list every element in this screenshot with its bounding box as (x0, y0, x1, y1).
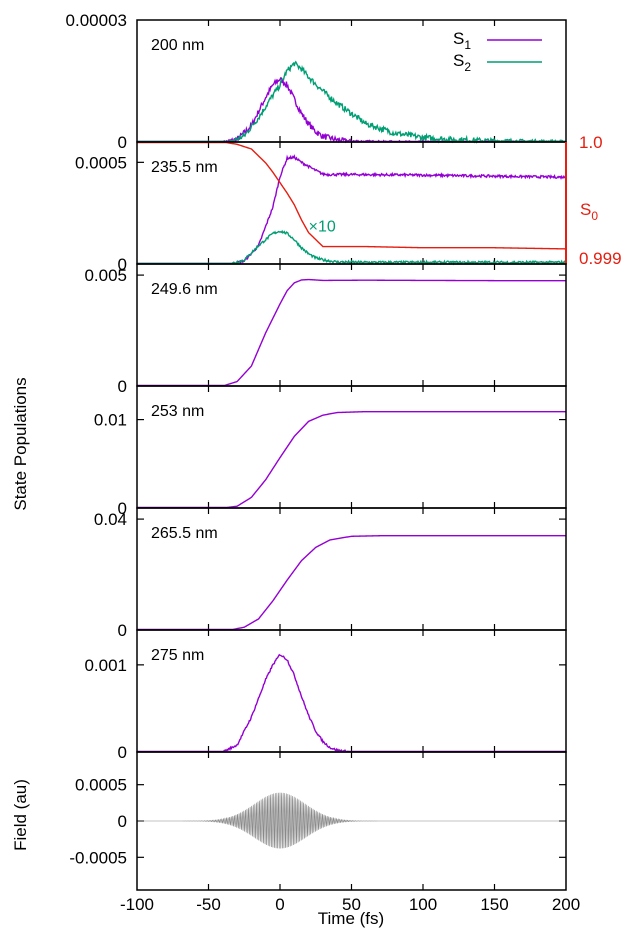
y-tick-label: -0.0005 (69, 848, 127, 867)
x-tick-label: 150 (480, 895, 508, 914)
panel-6: 0 0.001 275 nm (84, 629, 567, 762)
panel-label: 265.5 nm (151, 525, 218, 542)
series-s1 (137, 77, 567, 144)
x-axis-title: Time (fs) (318, 909, 384, 928)
y-tick-label: 0 (118, 743, 127, 762)
series-field (137, 792, 566, 849)
y-tick-label: 0.005 (84, 266, 127, 285)
panel-frame (136, 751, 567, 891)
x-tick-label: 200 (552, 895, 580, 914)
y2-axis-title: S0 (580, 200, 598, 223)
y-tick-label: 0.0005 (75, 776, 127, 795)
panel-label: 253 nm (151, 403, 204, 420)
y-tick-label: 0.0005 (75, 153, 127, 172)
panel-4: 0 0.01 253 nm (94, 385, 567, 518)
panel-label: 249.6 nm (151, 281, 218, 298)
y-tick-label: 0 (118, 255, 127, 274)
y-tick-label: 0.01 (94, 411, 127, 430)
series-s1 (137, 410, 566, 509)
y-axis-title: State Populations (11, 377, 30, 510)
legend-s2-label: S2 (453, 51, 471, 74)
series-s1 (137, 653, 566, 753)
x-tick-label: 100 (409, 895, 437, 914)
y-tick-label: 0 (118, 377, 127, 396)
series-s2 (137, 60, 567, 144)
x-axis: -100 -50 0 50 100 150 200 (120, 895, 580, 914)
y-tick-label: 0.00003 (66, 11, 127, 30)
y-tick-label: 0.04 (94, 510, 127, 529)
y2-tick-label: 0.999 (579, 249, 622, 268)
y-tick-label: 0 (118, 499, 127, 518)
x-tick-label: 50 (342, 895, 361, 914)
panel-label: 275 nm (151, 647, 204, 664)
field-axis-title: Field (au) (11, 779, 30, 851)
y-tick-label: 0 (118, 133, 127, 152)
y-tick-label: 0 (118, 621, 127, 640)
x-tick-label: 0 (275, 895, 284, 914)
panel-5: 0 0.04 265.5 nm (94, 507, 567, 640)
y-tick-label: 0 (118, 812, 127, 831)
panel-label: 200 nm (151, 37, 204, 54)
panel-7: 0.0005 0 -0.0005 (69, 751, 567, 891)
panel-3: 0 0.005 249.6 nm (84, 263, 567, 396)
panel-label: 235.5 nm (151, 159, 218, 176)
panel-1: 0 0.00003 200 nm (66, 11, 567, 152)
series-s1 (137, 535, 566, 631)
legend: S1 S2 (453, 29, 542, 74)
y2-tick-label: 1.0 (579, 133, 603, 152)
legend-s1-label: S1 (453, 29, 471, 52)
x-tick-label: -50 (196, 895, 221, 914)
annotation-label: ×10 (309, 218, 336, 235)
y-tick-label: 0.001 (84, 656, 127, 675)
x-tick-label: -100 (120, 895, 154, 914)
